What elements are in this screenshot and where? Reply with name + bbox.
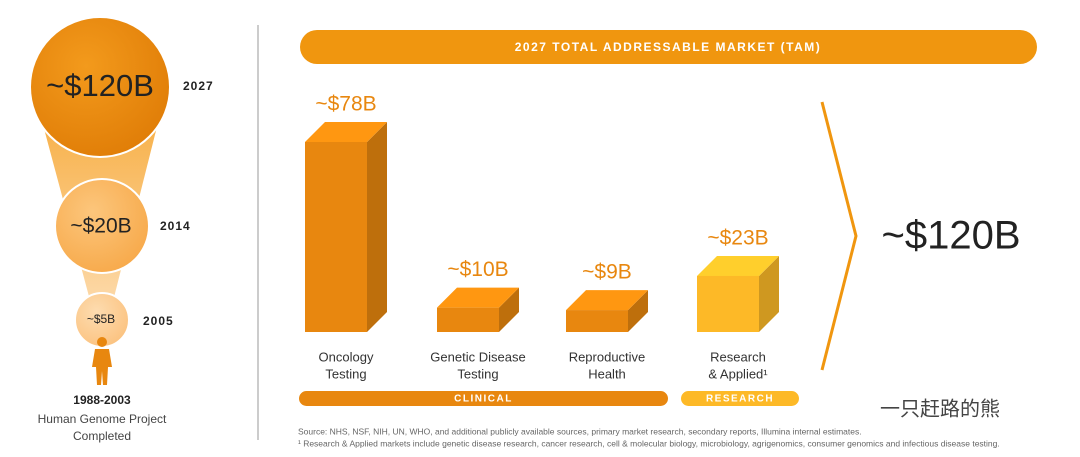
group-label: RESEARCH [706, 394, 774, 405]
bar-top [305, 122, 387, 142]
origin-label: Human Genome Project [38, 412, 167, 426]
bar-top [437, 287, 519, 308]
title-banner [300, 30, 1037, 64]
timeline-value: ~$5B [87, 312, 115, 326]
category-label: Genetic Disease [430, 349, 525, 364]
chevron [820, 101, 858, 371]
timeline-value: ~$120B [46, 68, 154, 103]
bar-side [499, 287, 519, 332]
group-band [299, 391, 668, 406]
bar-side [367, 122, 387, 332]
group-label: CLINICAL [454, 394, 513, 405]
watermark: 一只赶路的熊 [880, 397, 1000, 420]
bar-top [566, 290, 648, 311]
circle-2014 [54, 178, 150, 274]
category-label: Health [588, 366, 626, 381]
circle-2027 [29, 16, 171, 158]
bar-top [697, 255, 779, 276]
group-band [681, 391, 799, 406]
category-label: Testing [457, 366, 498, 381]
bar-side [628, 290, 648, 332]
value-label: ~$78B [315, 93, 376, 116]
timeline-year: 2005 [143, 314, 174, 328]
category-label: Oncology [319, 349, 374, 364]
total: ~$120B [881, 214, 1020, 258]
chart-title: 2027 TOTAL ADDRESSABLE MARKET (TAM) [515, 40, 822, 54]
category-label: Reproductive [569, 349, 646, 364]
category-label: Testing [325, 366, 366, 381]
bar [305, 142, 367, 332]
value-label: ~$10B [447, 258, 508, 281]
person-icon [92, 337, 112, 385]
bar [437, 307, 499, 332]
timeline-value: ~$20B [70, 215, 131, 238]
value-label: ~$23B [707, 227, 768, 250]
bar-side [759, 255, 779, 332]
bar [697, 275, 759, 332]
timeline-year: 2027 [183, 79, 214, 93]
category-label: Research [710, 349, 766, 364]
timeline-year: 2014 [160, 219, 191, 233]
origin-years: 1988-2003 [73, 393, 131, 407]
source: ¹ Research & Applied markets include gen… [298, 438, 1000, 448]
bar [566, 310, 628, 332]
category-label: & Applied¹ [708, 366, 768, 381]
source: Source: NHS, NSF, NIH, UN, WHO, and addi… [298, 426, 862, 436]
origin-label: Completed [73, 429, 131, 443]
value-label: ~$9B [582, 261, 632, 284]
